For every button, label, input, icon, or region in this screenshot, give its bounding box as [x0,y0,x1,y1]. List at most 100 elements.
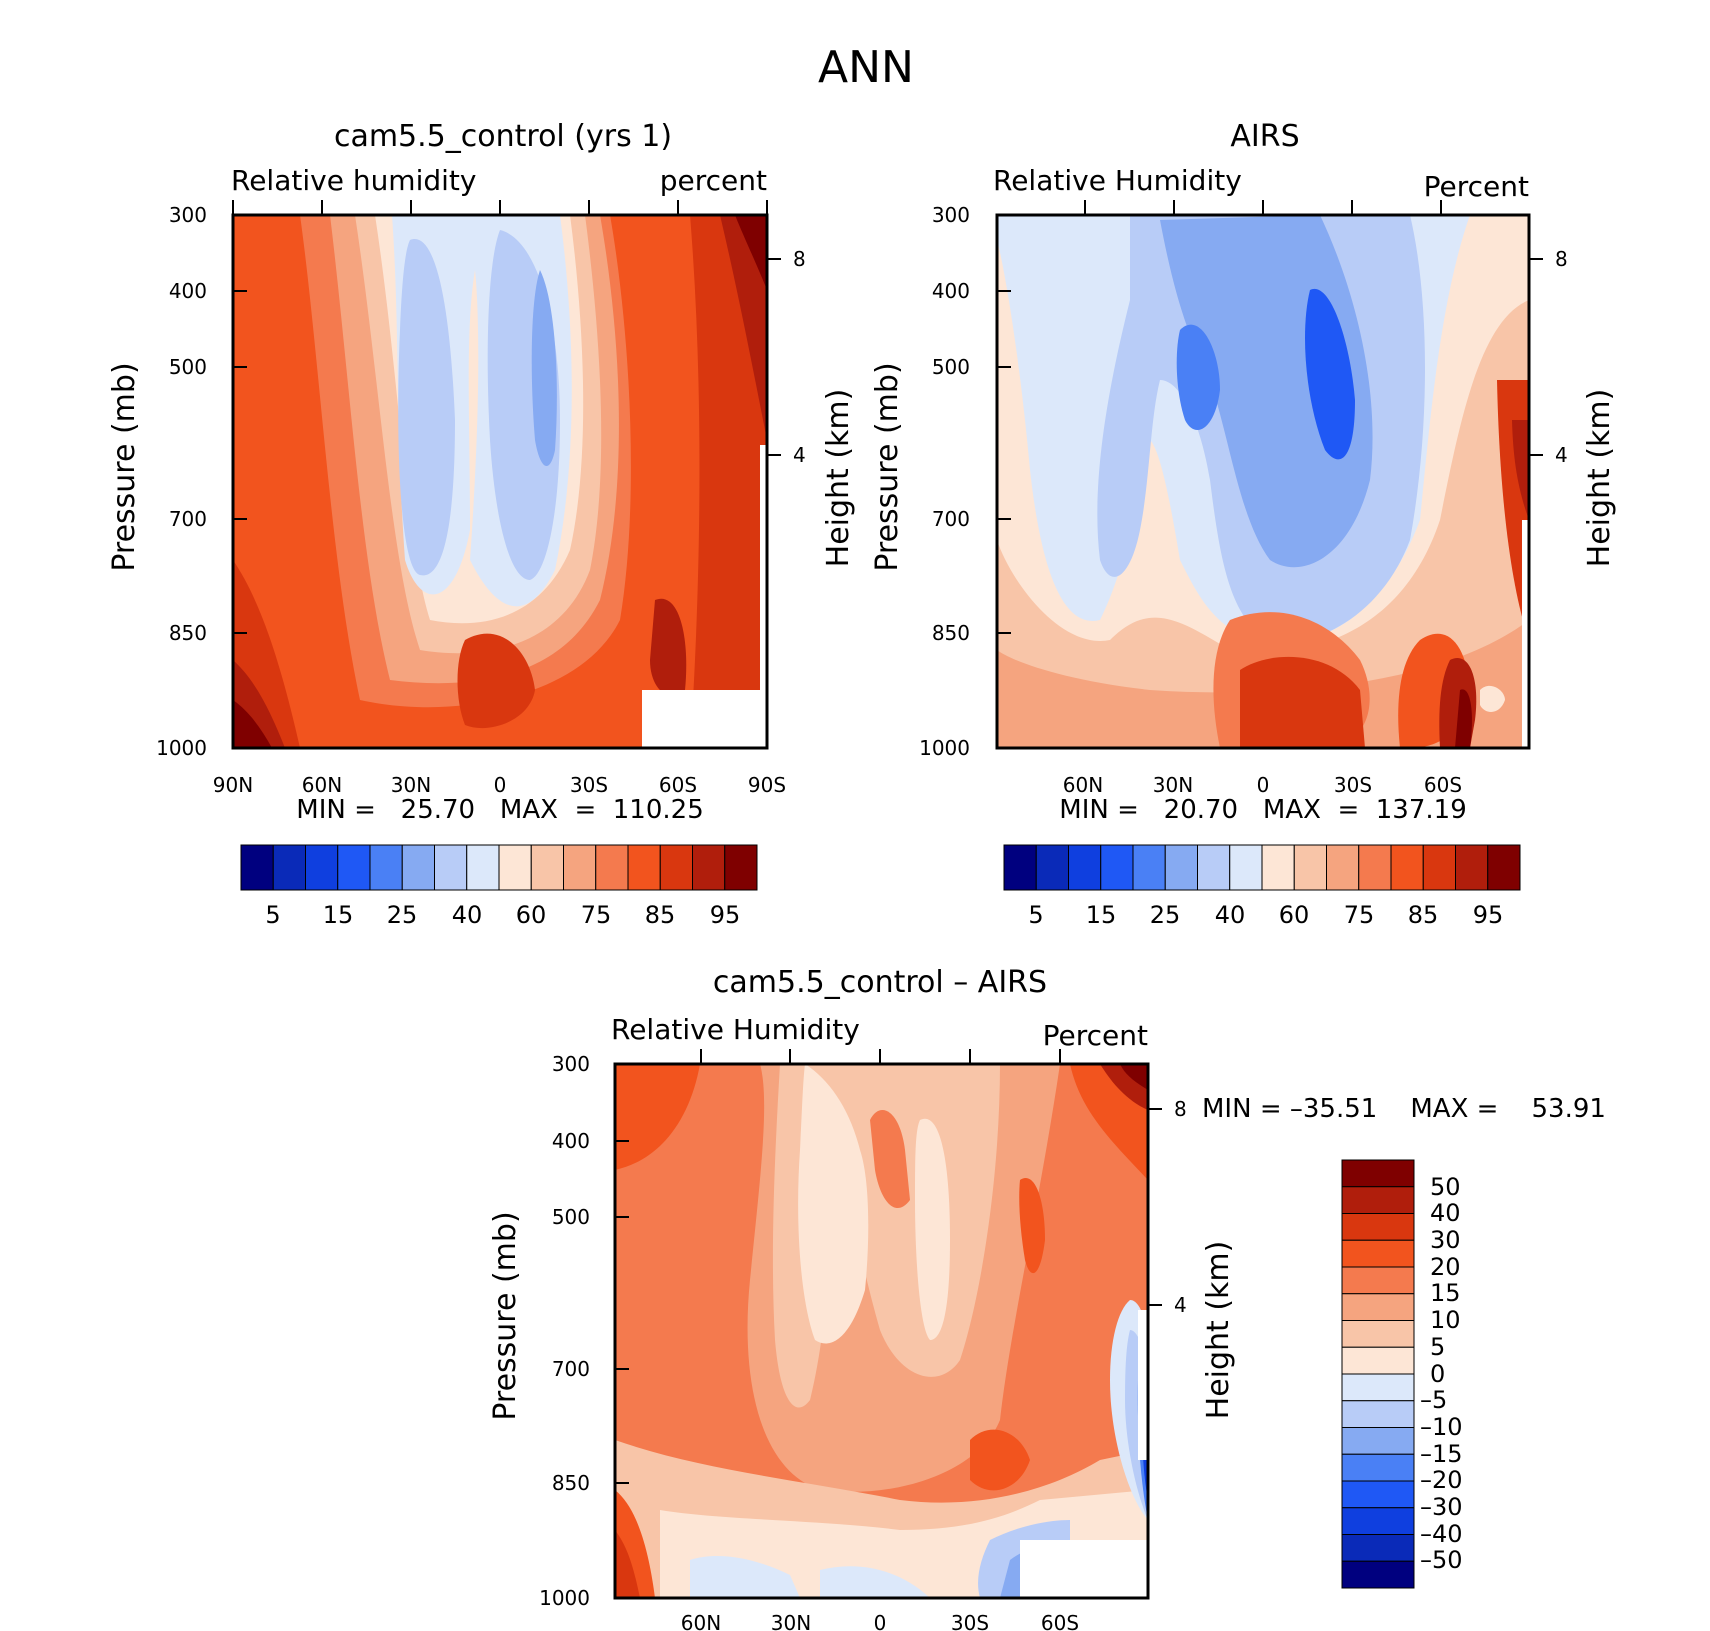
colorbar-label: –5 [1420,1386,1447,1414]
colorbar-swatch [1341,1320,1415,1348]
colorbar-label: 30 [1430,1226,1461,1254]
y-tick-label: 500 [169,355,207,379]
colorbar-swatch [563,844,597,891]
contour-field [615,1064,1148,1598]
colorbar-label: 40 [1430,1199,1461,1227]
colorbar-swatch [1100,844,1134,891]
colorbar-swatch [498,844,532,891]
y-axis-title: Pressure (mb) [488,1211,523,1420]
x-tick-label: 60S [1041,1611,1079,1631]
y-axis-title: Pressure (mb) [107,362,142,571]
y-axis-right: 8 4 [1148,1097,1187,1317]
colorbar-swatch [1132,844,1166,891]
colorbar-swatches [1003,844,1521,891]
colorbar-swatch [1035,844,1069,891]
y-axis-right: 8 4 [1529,247,1568,467]
colorbar-label: –50 [1420,1546,1463,1574]
x-tick-label: 0 [1257,773,1270,797]
y-tick-label: 1000 [156,736,207,760]
colorbar-label: 5 [265,901,280,929]
x-axis: 60N 30N 0 30S 60S [1063,200,1462,797]
colorbar-swatch [1003,844,1037,891]
x-tick-label: 30N [391,773,431,797]
y-right-tick-label: 4 [1555,443,1568,467]
panel-subtitle-right: Percent [1424,170,1529,203]
x-tick-label: 60S [659,773,697,797]
panel-subtitle-right: percent [660,164,767,197]
colorbar-swatch [466,844,500,891]
panel-difference: cam5.5_control – AIRS Relative Humidity … [488,965,1606,1631]
colorbar-label: –30 [1420,1493,1463,1521]
colorbar-swatch [692,844,726,891]
colorbar-label: 40 [1215,901,1246,929]
colorbar-swatch [337,844,371,891]
colorbar-swatch [627,844,661,891]
colorbar-swatch [530,844,564,891]
x-tick-label: 60N [1063,773,1103,797]
colorbar-swatch [1164,844,1198,891]
y-tick-label: 850 [552,1471,590,1495]
y-tick-label: 300 [169,203,207,227]
y-right-axis-title: Height (km) [1201,1241,1236,1420]
colorbar-swatch [724,844,758,891]
y-axis-right: 8 4 [767,247,806,467]
y-axis-left: 300 400 500 700 850 1000 [539,1052,629,1610]
x-tick-label: 60N [681,1611,721,1631]
colorbar-swatch [1390,844,1424,891]
colorbar-swatch [1341,1186,1415,1214]
x-tick-label: 30S [570,773,608,797]
y-tick-label: 300 [552,1052,590,1076]
y-tick-label: 700 [552,1357,590,1381]
colorbar-label: –40 [1420,1520,1463,1548]
y-tick-label: 400 [552,1129,590,1153]
y-tick-label: 850 [932,621,970,645]
panel-subtitle-right: Percent [1043,1019,1148,1052]
colorbar: 5 15 25 40 60 75 85 95 [1003,844,1521,929]
x-tick-label: 0 [874,1611,887,1631]
colorbar-label: 40 [452,901,483,929]
panel-subtitle-left: Relative Humidity [993,164,1242,197]
colorbar-swatch [1341,1453,1415,1482]
colorbar-swatch [595,844,629,891]
panel-observation: AIRS Relative Humidity Percent [870,119,1617,929]
x-tick-label: 0 [494,773,507,797]
y-tick-label: 850 [169,621,207,645]
y-tick-label: 400 [932,279,970,303]
colorbar-swatches [240,844,758,891]
colorbar-swatch [1341,1534,1415,1562]
colorbar-label: 85 [645,901,676,929]
y-right-tick-label: 8 [793,247,806,271]
colorbar-label: –10 [1420,1413,1463,1441]
colorbar-label: 25 [1150,901,1181,929]
y-right-axis-title: Height (km) [821,389,856,568]
y-axis-left: 300 400 500 700 850 1000 [156,203,247,760]
colorbar-swatch [1341,1239,1415,1268]
colorbar-label: 85 [1408,901,1439,929]
min-max-label: MIN = –35.51 MAX = 53.91 [1202,1094,1606,1124]
colorbar-swatch [1422,844,1456,891]
contour-field [233,215,767,748]
colorbar-label: 5 [1430,1333,1445,1361]
colorbar-swatch [1341,1427,1415,1455]
colorbar-label: –15 [1420,1440,1463,1468]
colorbar-swatch [1261,844,1295,891]
colorbar-swatch [1341,1560,1415,1589]
colorbar-label: 20 [1430,1253,1461,1281]
colorbar-swatch [401,844,435,891]
colorbar-label: 0 [1430,1360,1445,1388]
colorbar-label: 60 [1279,901,1310,929]
colorbar-swatch [1341,1346,1415,1375]
panel-subtitle-left: Relative humidity [231,164,476,197]
colorbar-label: 10 [1430,1306,1461,1334]
colorbar-label: –20 [1420,1466,1463,1494]
x-tick-label: 60S [1424,773,1462,797]
colorbar-swatch [1487,844,1521,891]
y-tick-label: 300 [932,203,970,227]
colorbar-label: 95 [1473,901,1504,929]
x-axis: 60N 30N 0 30S 60S [681,1049,1079,1631]
colorbar-swatch [434,844,468,891]
x-tick-label: 30N [771,1611,811,1631]
colorbar-label: 75 [581,901,612,929]
y-right-tick-label: 4 [1174,1293,1187,1317]
